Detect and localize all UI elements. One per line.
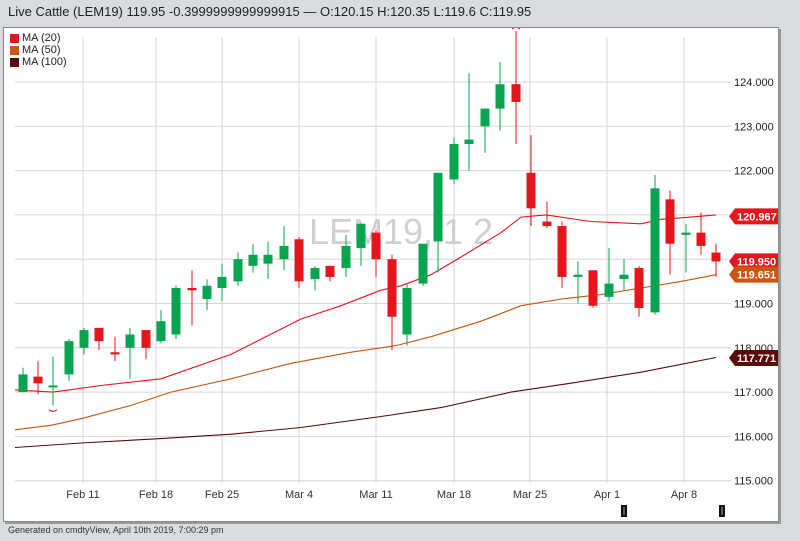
candle-up[interactable] xyxy=(573,274,583,277)
svg-text:119.651: 119.651 xyxy=(737,270,776,282)
candle-down[interactable] xyxy=(588,270,598,306)
candle-down[interactable] xyxy=(371,232,381,260)
candle-down[interactable] xyxy=(526,172,536,209)
y-tick-label: 116.000 xyxy=(734,431,773,443)
candlestick-chart[interactable]: 115.000116.000117.000118.000119.000120.0… xyxy=(4,28,778,521)
candle-up[interactable] xyxy=(48,385,58,388)
svg-text:119.950: 119.950 xyxy=(737,256,776,268)
candle-down[interactable] xyxy=(542,221,552,226)
candle-up[interactable] xyxy=(464,139,474,145)
candle-up[interactable] xyxy=(202,285,212,300)
svg-text:120.967: 120.967 xyxy=(737,211,777,223)
candle-up[interactable] xyxy=(418,243,428,284)
price-label-tag: 120.967 xyxy=(729,208,778,225)
candle-up[interactable] xyxy=(64,341,74,375)
candle-down[interactable] xyxy=(634,268,644,308)
low-marker-icon xyxy=(48,409,58,412)
candle-up[interactable] xyxy=(433,172,443,242)
x-tick-label: Feb 11 xyxy=(66,489,99,501)
candle-up[interactable] xyxy=(619,274,629,280)
candle-down[interactable] xyxy=(33,376,43,384)
candle-up[interactable] xyxy=(604,283,614,297)
price-label-tag: 119.950 xyxy=(729,253,778,270)
price-label-tag: 119.651 xyxy=(729,266,778,283)
x-tick-label: Mar 4 xyxy=(285,489,313,501)
candle-up[interactable] xyxy=(681,232,691,235)
y-tick-label: 123.000 xyxy=(734,121,774,133)
candle-down[interactable] xyxy=(325,265,335,277)
ma-line-ma100 xyxy=(14,356,717,449)
y-tick-label: 115.000 xyxy=(734,476,773,488)
legend-item-ma100: MA (100) xyxy=(10,56,67,68)
candle-up[interactable] xyxy=(356,223,366,249)
high-marker-icon xyxy=(511,28,521,30)
candle-up[interactable] xyxy=(18,374,28,393)
candle-up[interactable] xyxy=(171,287,181,335)
candle-down[interactable] xyxy=(711,252,721,262)
candle-up[interactable] xyxy=(279,245,289,260)
candle-up[interactable] xyxy=(449,144,459,180)
candle-down[interactable] xyxy=(387,259,397,317)
candle-down[interactable] xyxy=(94,327,104,342)
legend: MA (20) MA (50) MA (100) xyxy=(10,32,67,68)
candle-up[interactable] xyxy=(480,108,490,127)
candle-up[interactable] xyxy=(402,287,412,335)
y-tick-label: 119.000 xyxy=(734,299,773,311)
candle-down[interactable] xyxy=(557,225,567,277)
x-tick-label: Apr 1 xyxy=(594,489,620,501)
candle-down[interactable] xyxy=(141,330,151,348)
y-tick-label: 117.000 xyxy=(734,387,773,399)
candle-up[interactable] xyxy=(495,84,505,109)
candle-up[interactable] xyxy=(125,334,135,348)
candle-up[interactable] xyxy=(248,254,258,266)
legend-item-ma20: MA (20) xyxy=(10,32,67,44)
candle-down[interactable] xyxy=(696,232,706,246)
x-tick-label: Mar 11 xyxy=(359,489,392,501)
ma100-swatch xyxy=(10,57,19,67)
candle-up[interactable] xyxy=(310,268,320,280)
x-tick-label: Feb 18 xyxy=(139,489,173,501)
x-tick-label: Apr 8 xyxy=(671,489,697,501)
ma50-swatch xyxy=(10,45,19,55)
candle-down[interactable] xyxy=(511,84,521,102)
price-label-tag: 117.771 xyxy=(729,349,778,366)
candle-down[interactable] xyxy=(294,239,304,282)
candle-up[interactable] xyxy=(263,254,273,264)
ma-line-ma20 xyxy=(14,214,717,393)
legend-item-ma50: MA (50) xyxy=(10,44,67,56)
x-tick-label: Mar 18 xyxy=(437,489,471,501)
candle-up[interactable] xyxy=(650,188,660,313)
svg-text:117.771: 117.771 xyxy=(737,353,776,365)
footer-generated-text: Generated on cmdtyView, April 10th 2019,… xyxy=(8,525,224,535)
candle-up[interactable] xyxy=(156,321,166,342)
x-tick-label: Feb 25 xyxy=(205,489,239,501)
candle-down[interactable] xyxy=(665,199,675,244)
chart-title: Live Cattle (LEM19) 119.95 -0.3999999999… xyxy=(8,4,532,19)
chart-panel[interactable]: 115.000116.000117.000118.000119.000120.0… xyxy=(3,27,779,522)
watermark-symbol: LEM19, 1 2 xyxy=(309,211,493,252)
candle-up[interactable] xyxy=(79,330,89,348)
candle-up[interactable] xyxy=(233,259,243,282)
candle-up[interactable] xyxy=(341,245,351,269)
candle-down[interactable] xyxy=(110,352,120,355)
y-tick-label: 124.000 xyxy=(734,77,774,89)
ma-line-ma50 xyxy=(14,274,717,431)
candle-down[interactable] xyxy=(187,287,197,291)
y-tick-label: 122.000 xyxy=(734,166,774,178)
x-tick-label: Mar 25 xyxy=(513,489,547,501)
ma20-swatch xyxy=(10,33,19,43)
candle-up[interactable] xyxy=(217,276,227,288)
